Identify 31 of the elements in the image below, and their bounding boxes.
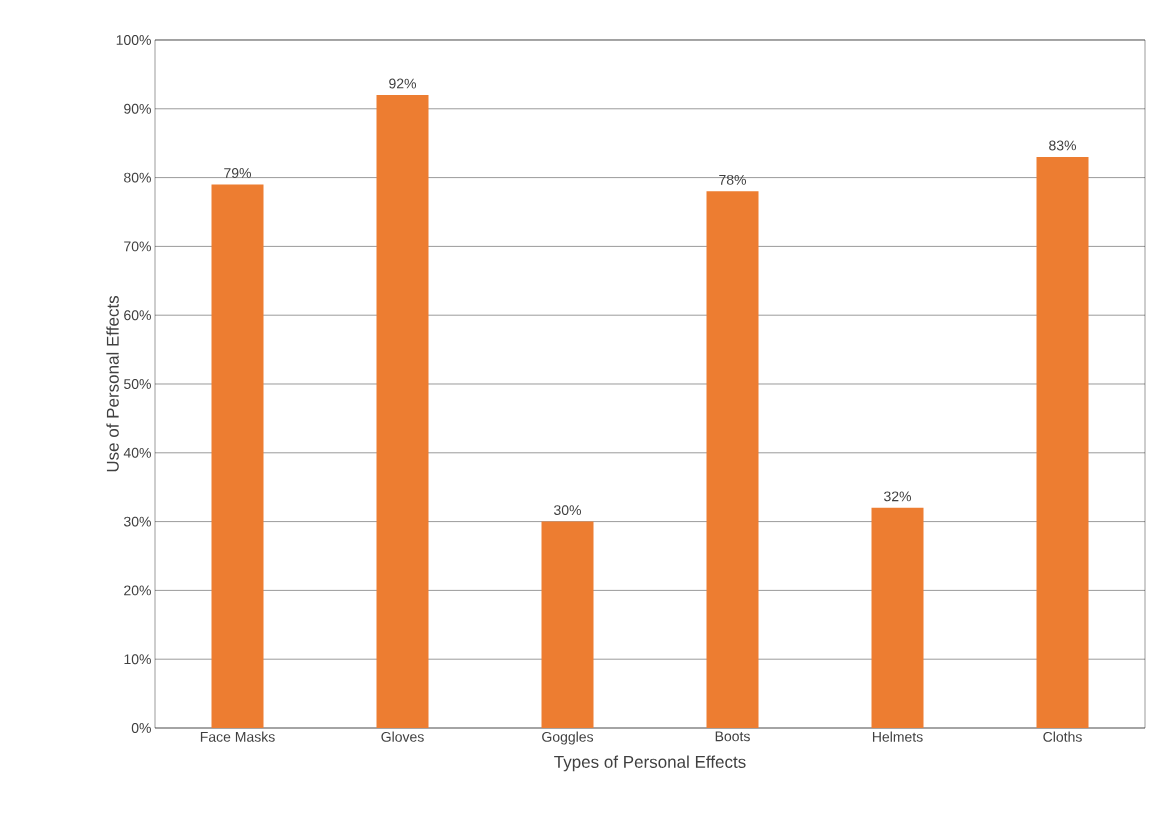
x-tick-label: Helmets [872,731,923,742]
y-tick-label: 70% [124,241,151,252]
y-tick-label: 100% [116,35,151,45]
bar [871,507,924,728]
bar [706,191,759,728]
y-tick-label: 40% [123,447,151,458]
x-tick-label: Gloves [381,731,424,742]
data-label: 83% [1049,140,1077,151]
y-tick-label: 90% [124,103,151,114]
bar [211,184,264,728]
y-axis-title: Use of Personal Effects [106,295,119,472]
y-tick-label: 50% [124,379,151,389]
y-tick-label: 80% [124,172,151,183]
bar [541,521,594,728]
x-tick-label: Goggles [542,731,594,745]
data-label: 92% [389,78,417,89]
y-tick-label: 20% [124,585,151,596]
x-tick-label: Cloths [1043,731,1082,742]
x-tick-label: Face Masks [200,731,275,742]
y-tick-label: 30% [123,516,151,527]
y-tick-label: 60% [124,310,151,321]
y-tick-label: 0% [131,723,151,733]
x-axis-title: Types of Personal Effects [554,755,746,772]
bar [376,95,429,728]
bar [1036,156,1089,728]
y-tick-label: 10% [124,654,151,665]
data-label: 79% [224,168,252,178]
x-tick-label: Boots [715,731,750,742]
data-label: 30% [554,505,582,516]
data-label: 78% [719,174,747,185]
data-label: 32% [884,491,912,502]
